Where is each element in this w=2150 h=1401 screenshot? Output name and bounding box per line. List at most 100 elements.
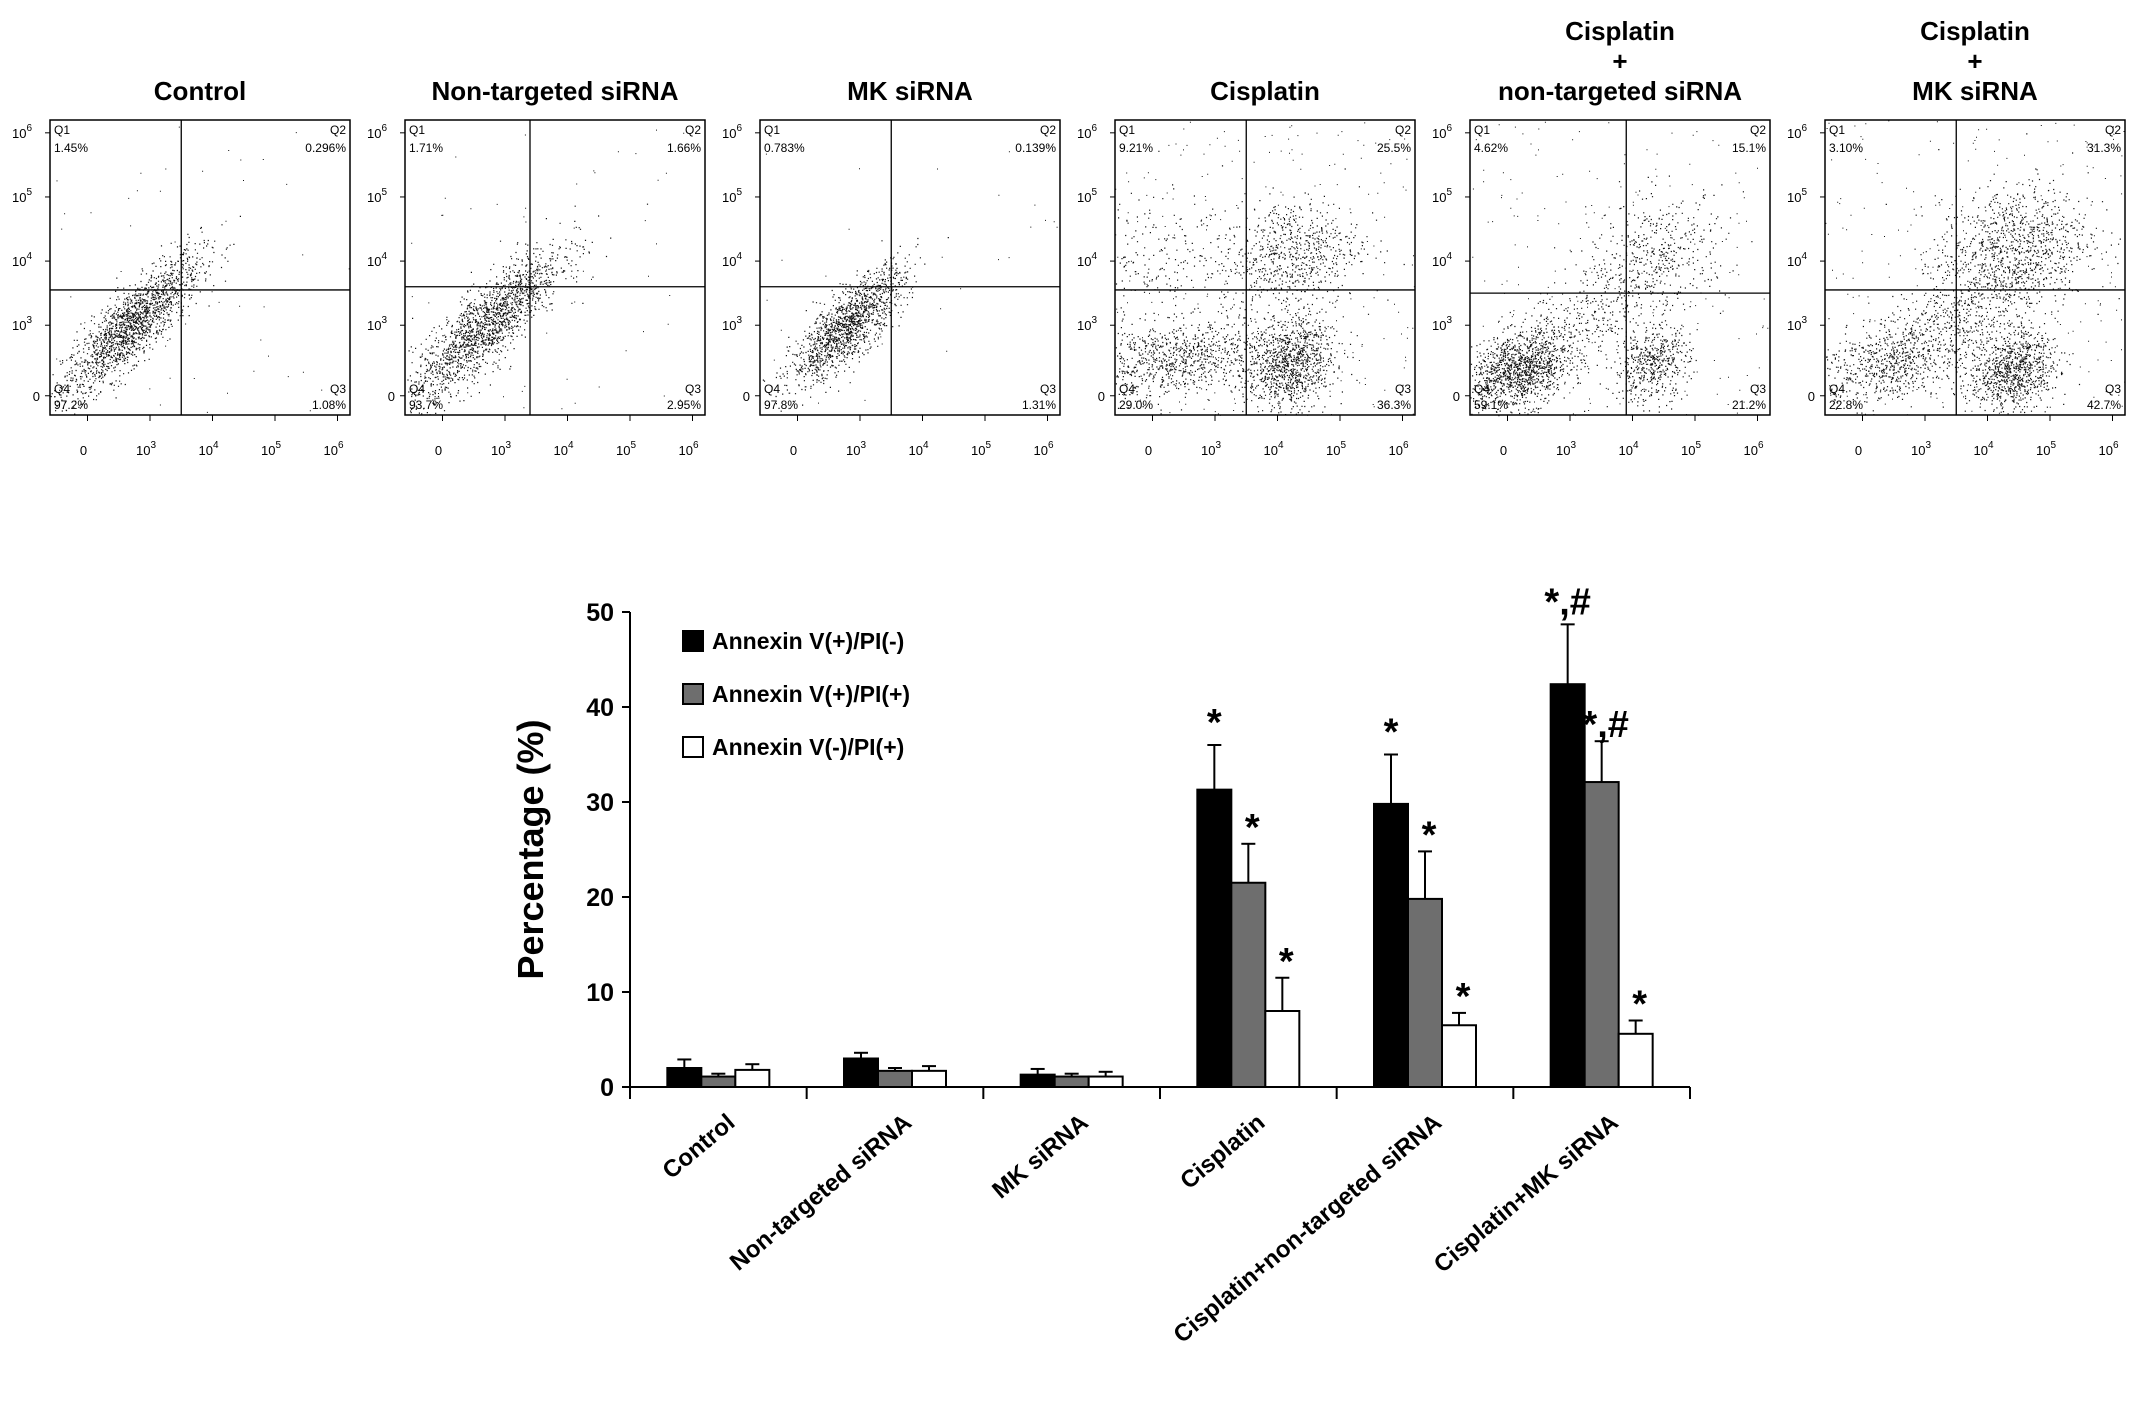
y-tick-label: 20 [586, 884, 614, 912]
quadrant-value: 1.71% [409, 141, 443, 155]
flow-y-tick-label: 0 [33, 389, 40, 404]
flow-panel-title: MK siRNA [1912, 76, 2038, 106]
flow-x-tick-label: 104 [1263, 440, 1283, 458]
quadrant-label: Q4 [1119, 382, 1135, 396]
quadrant-value: 42.7% [2087, 398, 2121, 412]
flow-events [1825, 120, 2126, 416]
flow-y-tick-label: 105 [1432, 187, 1452, 205]
quadrant-label: Q1 [764, 123, 780, 137]
quadrant-label: Q2 [2105, 123, 2121, 137]
bar [1019, 1073, 1056, 1089]
quadrant-value: 97.8% [764, 398, 798, 412]
legend-label: Annexin V(+)/PI(+) [712, 681, 910, 707]
flow-plot-frame [49, 119, 351, 416]
quadrant-label: Q1 [1119, 123, 1135, 137]
flow-y-tick-label: 103 [1077, 315, 1097, 333]
flow-x-tick-label: 103 [1556, 440, 1576, 458]
flow-panel-title: + [1612, 46, 1627, 76]
flow-events [762, 145, 1058, 412]
category-label: MK siRNA [987, 1109, 1093, 1204]
flow-y-tick-label: 104 [367, 251, 387, 269]
legend-swatch [682, 630, 704, 652]
flow-x-tick-label: 106 [2098, 440, 2118, 458]
quadrant-label: Q1 [1829, 123, 1845, 137]
flow-x-tick-label: 104 [553, 440, 573, 458]
flow-y-tick-label: 106 [1787, 123, 1807, 141]
flow-x-tick-label: 0 [1145, 443, 1152, 458]
flow-x-tick-label: 106 [1743, 440, 1763, 458]
flow-x-tick-label: 0 [80, 443, 87, 458]
quadrant-label: Q4 [54, 382, 70, 396]
flow-y-tick-label: 103 [1432, 315, 1452, 333]
significance-marker: *,# [1582, 704, 1628, 746]
flow-y-tick-label: 106 [1432, 123, 1452, 141]
flow-panel-title: Non-targeted siRNA [431, 76, 678, 106]
flow-x-tick-label: 105 [1326, 440, 1346, 458]
flow-events [50, 126, 350, 415]
flow-panel-title: non-targeted siRNA [1498, 76, 1742, 106]
flow-x-tick-label: 106 [323, 440, 343, 458]
quadrant-value: 2.95% [667, 398, 701, 412]
quadrant-value: 36.3% [1377, 398, 1411, 412]
quadrant-value: 93.7% [409, 398, 443, 412]
quadrant-label: Q2 [1040, 123, 1056, 137]
y-axis-title: Percentage (%) [510, 719, 551, 979]
y-tick-label: 10 [586, 979, 614, 1007]
flow-panel: Cisplatin+non-targeted siRNA Q1 4.62% Q2 15.… [1432, 16, 1771, 458]
bar [1264, 1010, 1301, 1088]
quadrant-label: Q2 [1750, 123, 1766, 137]
flow-events [1115, 121, 1416, 416]
flow-plot-frame [1469, 119, 1771, 416]
flow-y-tick-label: 104 [1077, 251, 1097, 269]
significance-marker: *,# [1544, 581, 1590, 623]
flow-y-tick-label: 0 [1808, 389, 1815, 404]
flow-panel: MK siRNA Q1 0.783% Q2 0.139% Q4 97.8% Q3 1.31% 0 1… [722, 76, 1061, 458]
flow-x-tick-label: 103 [1911, 440, 1931, 458]
quadrant-value: 25.5% [1377, 141, 1411, 155]
flow-panel-title: Cisplatin [1210, 76, 1320, 106]
category-label: Control [657, 1109, 740, 1185]
legend-swatch [682, 683, 704, 705]
flow-x-tick-label: 104 [1618, 440, 1638, 458]
bar [1053, 1075, 1090, 1089]
quadrant-value: 15.1% [1732, 141, 1766, 155]
flow-x-tick-label: 0 [435, 443, 442, 458]
bar [1087, 1075, 1124, 1089]
quadrant-value: 0.783% [764, 141, 805, 155]
flow-panel-title: MK siRNA [847, 76, 973, 106]
significance-marker: * [1632, 984, 1647, 1026]
bar [1196, 788, 1233, 1089]
quadrant-value: 0.139% [1015, 141, 1056, 155]
flow-y-tick-label: 106 [1077, 123, 1097, 141]
flow-y-tick-label: 106 [722, 123, 742, 141]
flow-x-tick-label: 105 [261, 440, 281, 458]
quadrant-value: 59.1% [1474, 398, 1508, 412]
flow-x-tick-label: 106 [1033, 440, 1053, 458]
flow-x-tick-label: 0 [1500, 443, 1507, 458]
flow-x-tick-label: 104 [198, 440, 218, 458]
quadrant-value: 29.0% [1119, 398, 1153, 412]
flow-events [1470, 121, 1769, 417]
bar [1373, 802, 1409, 1089]
quadrant-label: Q2 [685, 123, 701, 137]
legend-label: Annexin V(-)/PI(+) [712, 734, 904, 760]
quadrant-value: 1.45% [54, 141, 88, 155]
flow-y-tick-label: 0 [1098, 389, 1105, 404]
bar [1617, 1032, 1654, 1089]
legend-label: Annexin V(+)/PI(-) [712, 628, 904, 654]
quadrant-label: Q4 [1829, 382, 1845, 396]
flow-x-tick-label: 105 [971, 440, 991, 458]
flow-panel-title: + [1967, 46, 1982, 76]
bar [1441, 1024, 1477, 1088]
flow-plot-frame [1824, 119, 2126, 416]
flow-x-tick-label: 106 [1388, 440, 1408, 458]
flow-x-tick-label: 0 [1855, 443, 1862, 458]
flow-y-tick-label: 105 [1077, 187, 1097, 205]
flow-events [407, 129, 706, 416]
y-tick-label: 50 [586, 599, 614, 627]
flow-y-tick-label: 0 [1453, 389, 1460, 404]
flow-y-tick-label: 105 [722, 187, 742, 205]
flow-panel: Control Q1 1.45% Q2 0.296% Q4 97.2% Q3 1.08% 0 103… [12, 76, 351, 458]
quadrant-label: Q2 [330, 123, 346, 137]
